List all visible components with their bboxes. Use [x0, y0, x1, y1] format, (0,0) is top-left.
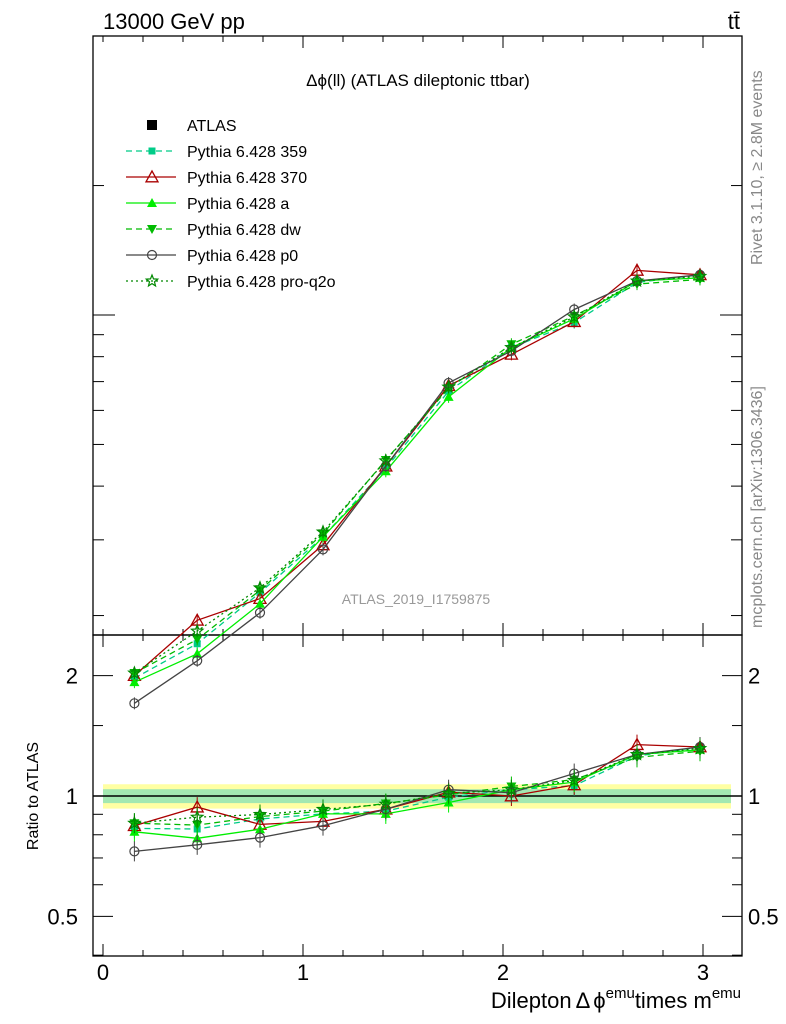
data-point [441, 379, 456, 394]
legend-label: Pythia 6.428 a [187, 196, 289, 213]
data-point [252, 580, 268, 595]
series-line [134, 278, 701, 674]
legend-marker [144, 273, 160, 288]
x-tick-label: 2 [497, 960, 509, 985]
ratio-y-tick-label-right: 2 [748, 664, 760, 689]
data-point [629, 273, 645, 288]
legend-label: Pythia 6.428 370 [187, 170, 307, 187]
ratio-point [254, 832, 266, 843]
x-tick-label: 1 [297, 960, 309, 985]
data-point [315, 524, 331, 539]
series-line [134, 275, 701, 674]
legend-marker [147, 225, 157, 234]
main-series-group [127, 263, 708, 710]
series-line [134, 274, 701, 679]
series-line [134, 274, 701, 704]
legend-label: ATLAS [187, 118, 237, 135]
ratio-y-tick-label: 1 [66, 784, 78, 809]
ratio-line [134, 746, 701, 853]
main-series-2 [127, 263, 708, 682]
ratio-line [134, 747, 701, 824]
legend-marker [147, 120, 157, 130]
main-series-4 [129, 273, 705, 680]
ratio-axes: 0 1 2 3 0.5 0.5 1 1 2 2 [47, 635, 779, 985]
ratio-y-tick-label: 0.5 [47, 904, 78, 929]
legend-marker [144, 169, 160, 183]
legend-item: Pythia 6.428 pro-q2o [126, 273, 336, 291]
data-point [192, 648, 203, 658]
process-label: tt̄ [728, 9, 740, 34]
energy-label: 13000 GeV pp [103, 9, 245, 34]
ratio-point [692, 740, 708, 755]
ratio-y-tick-label: 2 [66, 664, 78, 689]
main-series-6 [127, 268, 708, 680]
ratio-point [629, 746, 645, 761]
legend-item: Pythia 6.428 370 [126, 169, 307, 187]
ratio-point [315, 801, 331, 816]
data-point [129, 677, 140, 687]
legend-label: Pythia 6.428 pro-q2o [187, 274, 336, 291]
data-point [255, 598, 265, 608]
ratio-point [127, 815, 142, 830]
data-point [378, 453, 394, 468]
data-point [504, 339, 519, 354]
ratio-point [504, 782, 519, 796]
series-line [134, 277, 701, 683]
ratio-point [189, 809, 205, 824]
legend: ATLAS Pythia 6.428 359 Pythia 6.428 370 Pyt… [126, 118, 336, 291]
x-tick-label: 3 [697, 960, 709, 985]
legend-marker [148, 147, 156, 155]
legend-item: Pythia 6.428 dw [126, 222, 301, 239]
ratio-line [134, 746, 701, 830]
legend-item: Pythia 6.428 p0 [126, 248, 298, 265]
main-series-5 [129, 268, 706, 710]
ratio-point [441, 785, 456, 800]
series-line [133, 269, 701, 677]
ratio-line [134, 743, 701, 827]
rivet-version-label: Rivet 3.1.10, ≥ 2.8M events [749, 70, 766, 265]
data-point [189, 623, 205, 638]
ratio-y-tick-label-right: 0.5 [748, 904, 779, 929]
data-point [317, 544, 329, 555]
legend-label: Pythia 6.428 359 [187, 144, 307, 161]
data-point [129, 698, 140, 709]
data-point [692, 268, 708, 283]
data-point [504, 347, 519, 360]
ratio-point [317, 820, 329, 831]
ratio-series-5 [127, 738, 708, 834]
ratio-point [192, 839, 203, 850]
data-point [566, 309, 582, 324]
legend-item: ATLAS [147, 118, 237, 135]
mcplots-label: mcplots.cern.ch [arXiv:1306.3436] [749, 386, 766, 628]
ratio-point [252, 806, 268, 821]
x-tick-label: 0 [97, 960, 109, 985]
legend-item: Pythia 6.428 a [126, 196, 289, 213]
ratio-y-tick-label-right: 1 [748, 784, 760, 809]
legend-item: Pythia 6.428 359 [126, 144, 307, 161]
legend-marker [146, 249, 158, 261]
legend-label: Pythia 6.428 dw [187, 222, 301, 239]
ratio-reference-band [93, 784, 742, 809]
data-point [127, 665, 142, 680]
main-axes [93, 36, 742, 635]
data-point [254, 607, 266, 618]
legend-label: Pythia 6.428 p0 [187, 248, 298, 265]
ratio-y-axis-label: Ratio to ATLAS [25, 742, 42, 850]
data-point [192, 635, 203, 645]
main-series-1 [130, 268, 704, 685]
plot-title: Δϕ(ll) (ATLAS dileptonic ttbar) [306, 71, 530, 90]
ratio-point [378, 796, 394, 811]
legend-marker [147, 198, 157, 207]
ratio-series-group [127, 734, 708, 862]
analysis-watermark: ATLAS_2019_I1759875 [342, 591, 491, 607]
data-point [443, 391, 454, 401]
ratio-point [129, 846, 140, 857]
ratio-point [566, 772, 582, 787]
data-point [192, 655, 203, 666]
